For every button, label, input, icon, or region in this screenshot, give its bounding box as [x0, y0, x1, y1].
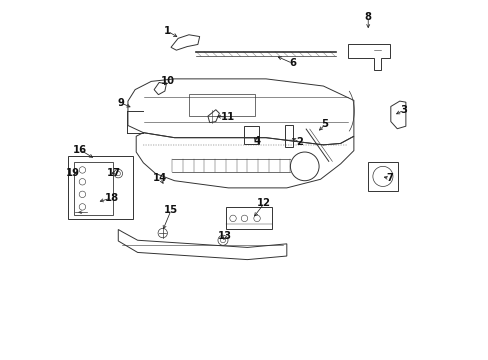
Text: 15: 15 [163, 206, 178, 216]
Text: 14: 14 [153, 173, 167, 183]
Bar [74, 162, 113, 215]
Text: 2: 2 [296, 138, 303, 147]
Text: 5: 5 [321, 120, 328, 129]
Text: 8: 8 [364, 12, 371, 22]
Text: 13: 13 [217, 231, 231, 240]
Text: 1: 1 [163, 26, 171, 36]
Bar [244, 126, 258, 144]
Text: 10: 10 [160, 76, 174, 86]
Text: 4: 4 [253, 136, 260, 145]
Bar [188, 94, 255, 116]
Bar [367, 162, 397, 192]
Text: 6: 6 [289, 58, 296, 68]
Text: 9: 9 [117, 98, 124, 108]
Bar [68, 156, 133, 219]
Text: 19: 19 [65, 168, 79, 178]
Text: 7: 7 [386, 173, 392, 183]
Text: 17: 17 [106, 168, 121, 178]
Text: 11: 11 [221, 112, 235, 122]
Text: 12: 12 [257, 198, 271, 208]
Text: 18: 18 [104, 193, 119, 203]
Text: 3: 3 [400, 105, 407, 115]
Bar [284, 125, 292, 147]
Text: 16: 16 [72, 144, 86, 154]
Bar [225, 207, 271, 229]
